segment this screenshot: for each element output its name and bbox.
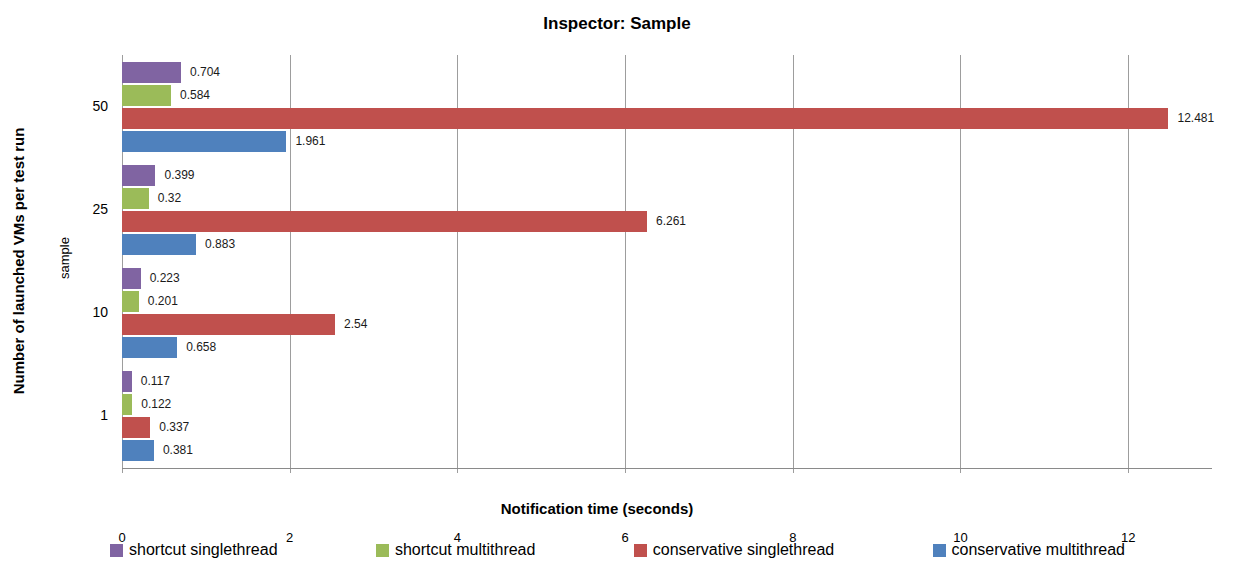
bar-value-label: 0.117 (141, 371, 170, 392)
x-axis-title: Notification time (seconds) (122, 500, 1072, 517)
legend-label: conservative multithread (952, 541, 1125, 559)
legend-label: conservative singlethread (653, 541, 834, 559)
bar-value-label: 12.481 (1177, 108, 1214, 129)
bar-value-label: 0.658 (186, 337, 216, 358)
bar (122, 234, 196, 255)
bar (122, 165, 155, 186)
bar (122, 440, 154, 461)
bar (122, 394, 132, 415)
category-label: 50 (48, 98, 108, 114)
bar-value-label: 0.122 (141, 394, 171, 415)
chart-title: Inspector: Sample (0, 14, 1234, 34)
legend-swatch-icon (933, 544, 946, 557)
bar-value-label: 1.961 (295, 131, 325, 152)
bar (122, 314, 335, 335)
legend: shortcut singlethread shortcut multithrea… (110, 539, 1125, 561)
x-axis-line (122, 468, 1212, 469)
legend-label: shortcut singlethread (129, 541, 278, 559)
legend-swatch-icon (634, 544, 647, 557)
bar (122, 268, 141, 289)
category-label: 25 (48, 201, 108, 217)
bar-value-label: 0.223 (150, 268, 180, 289)
bar-chart: Inspector: Sample Number of launched VMs… (0, 0, 1234, 577)
bar-value-label: 0.704 (190, 62, 220, 83)
bar (122, 211, 647, 232)
legend-swatch-icon (110, 544, 123, 557)
category-label: 10 (48, 304, 108, 320)
bar-value-label: 0.201 (148, 291, 178, 312)
bar-value-label: 6.261 (656, 211, 686, 232)
y-axis-title: Number of launched VMs per test run (10, 128, 27, 395)
legend-item: conservative multithread (933, 541, 1125, 559)
legend-item: shortcut singlethread (110, 541, 278, 559)
bar-value-label: 0.883 (205, 234, 235, 255)
bar (122, 62, 181, 83)
bar-value-label: 0.337 (159, 417, 189, 438)
bar (122, 371, 132, 392)
legend-item: conservative singlethread (634, 541, 834, 559)
bar (122, 188, 149, 209)
bar (122, 291, 139, 312)
bar-value-label: 0.584 (180, 85, 210, 106)
bar (122, 131, 286, 152)
bar-value-label: 0.32 (158, 188, 181, 209)
legend-item: shortcut multithread (376, 541, 536, 559)
category-label: 1 (48, 407, 108, 423)
legend-label: shortcut multithread (395, 541, 536, 559)
legend-swatch-icon (376, 544, 389, 557)
bar-value-label: 0.381 (163, 440, 193, 461)
plot-area: 024681012500.7040.58412.4811.961250.3990… (122, 55, 1212, 468)
bar (122, 337, 177, 358)
bar (122, 85, 171, 106)
bar (122, 417, 150, 438)
bar-value-label: 0.399 (164, 165, 194, 186)
bar (122, 108, 1168, 129)
y-axis-secondary-label: sample (57, 237, 72, 279)
bar-value-label: 2.54 (344, 314, 367, 335)
